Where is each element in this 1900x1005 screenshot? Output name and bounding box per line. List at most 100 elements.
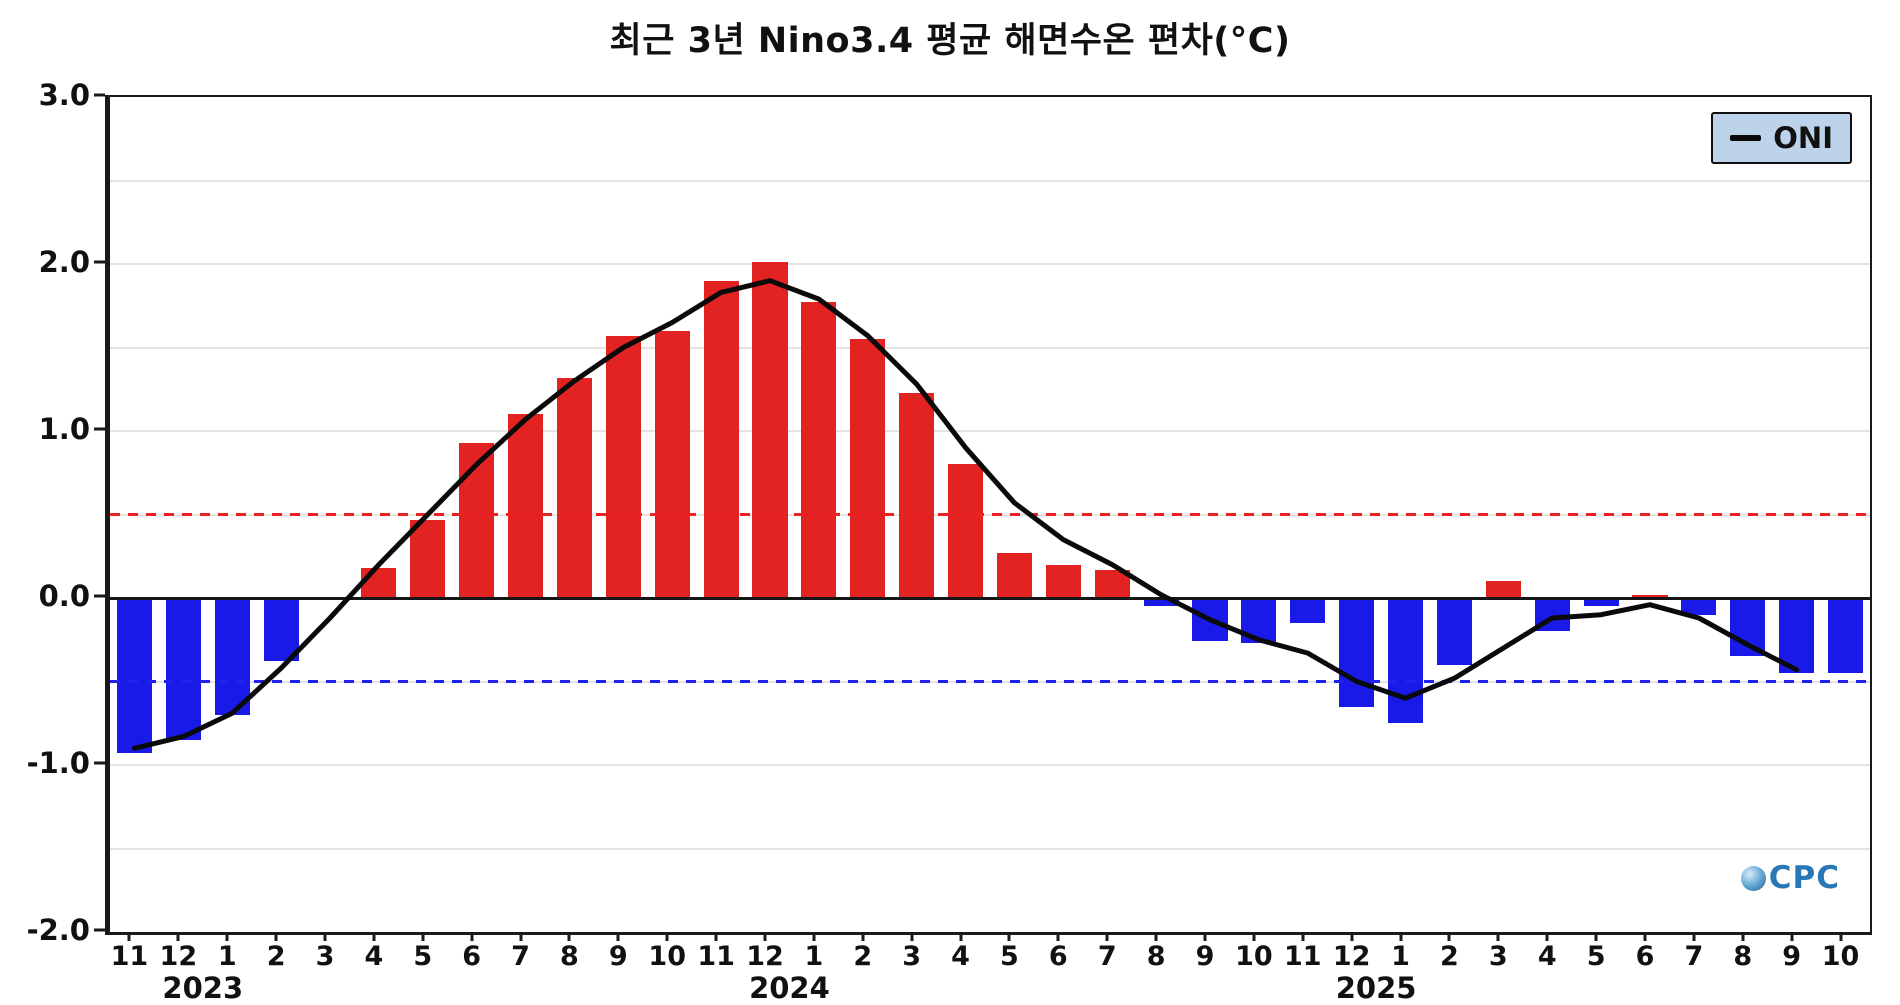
chart-title: 최근 3년 Nino3.4 평균 해면수온 편차(°C) <box>609 21 1291 61</box>
x-tick-mark <box>910 933 914 941</box>
bar-8 <box>1143 598 1179 607</box>
bar-2 <box>1436 598 1473 665</box>
bar-7 <box>507 414 544 598</box>
gridline <box>110 346 1870 349</box>
x-tick-mark <box>470 933 474 941</box>
bar-3 <box>899 392 935 598</box>
bar-11 <box>116 598 153 754</box>
x-tick-label: 7 <box>1097 941 1117 972</box>
y-tick-label: 3.0 <box>38 78 90 112</box>
year-label-2025: 2025 <box>1335 971 1417 1005</box>
x-tick-mark <box>1447 933 1451 941</box>
x-tick-mark <box>1154 933 1158 941</box>
y-tick-label: 2.0 <box>38 245 90 279</box>
x-tick-mark <box>1790 933 1794 941</box>
bar-6 <box>1632 594 1668 598</box>
x-tick-label: 5 <box>1000 941 1019 972</box>
gridline <box>110 430 1870 432</box>
legend-label: ONI <box>1773 121 1833 155</box>
bar-10 <box>1827 598 1864 674</box>
bar-11 <box>1290 598 1326 624</box>
bar-9 <box>1779 598 1815 674</box>
x-tick-label: 9 <box>1195 941 1215 972</box>
x-tick-mark <box>1301 933 1305 941</box>
bar-1 <box>214 598 250 715</box>
x-tick-mark <box>1692 933 1696 941</box>
y-tick-label: -2.0 <box>26 913 90 947</box>
legend-oni: ONI <box>1711 112 1852 164</box>
bar-7 <box>1681 598 1717 615</box>
bar-4 <box>947 464 984 598</box>
bar-1 <box>801 302 837 598</box>
x-tick-label: 1 <box>804 941 824 972</box>
gridline <box>110 764 1870 766</box>
x-tick-label: 12 <box>1332 941 1371 972</box>
oni-line-icon <box>1730 135 1762 141</box>
y-tick-mark <box>94 928 105 932</box>
x-tick-label: 2 <box>1440 941 1459 972</box>
x-tick-label: 8 <box>1146 941 1166 972</box>
x-tick-label: 8 <box>1733 941 1753 972</box>
y-tick-mark <box>94 594 105 598</box>
y-tick-label: 1.0 <box>38 412 90 446</box>
bar-11 <box>703 280 739 598</box>
plot-area <box>105 95 1872 935</box>
x-tick-label: 10 <box>648 941 687 972</box>
x-tick-label: 3 <box>315 941 335 972</box>
x-tick-label: 5 <box>413 941 433 972</box>
x-tick-label: 7 <box>511 941 530 972</box>
x-tick-label: 12 <box>159 941 198 972</box>
y-tick-label: -1.0 <box>26 746 90 780</box>
bar-4 <box>361 567 397 598</box>
x-tick-label: 4 <box>364 941 384 972</box>
x-tick-mark <box>421 933 425 941</box>
bar-12 <box>752 262 788 598</box>
x-tick-mark <box>959 933 963 941</box>
bar-2 <box>850 339 886 598</box>
year-label-2023: 2023 <box>162 971 244 1005</box>
x-tick-mark <box>372 933 376 941</box>
x-tick-mark <box>1643 933 1647 941</box>
bar-5 <box>996 552 1033 598</box>
globe-icon <box>1740 865 1766 891</box>
x-tick-mark <box>1056 933 1060 941</box>
x-tick-label: 6 <box>1635 941 1655 972</box>
bar-6 <box>459 442 495 598</box>
y-tick-mark <box>94 260 105 264</box>
oni-line <box>131 278 1800 751</box>
x-tick-mark <box>127 933 131 941</box>
zero-baseline <box>110 596 1870 600</box>
x-tick-label: 9 <box>608 941 628 972</box>
x-tick-mark <box>1350 933 1354 941</box>
x-tick-mark <box>861 933 865 941</box>
gridline <box>110 263 1870 265</box>
y-tick-label: 0.0 <box>38 579 90 613</box>
x-tick-mark <box>665 933 669 941</box>
x-tick-mark <box>1399 933 1403 941</box>
bar-8 <box>556 377 593 598</box>
bar-6 <box>1045 564 1081 598</box>
x-tick-label: 6 <box>1048 941 1068 972</box>
x-tick-mark <box>176 933 180 941</box>
x-tick-label: 10 <box>1821 941 1860 972</box>
bar-12 <box>1339 598 1375 707</box>
x-tick-mark <box>1496 933 1500 941</box>
x-tick-label: 1 <box>217 941 237 972</box>
x-tick-mark <box>1741 933 1745 941</box>
x-tick-mark <box>274 933 278 941</box>
x-tick-label: 5 <box>1586 941 1606 972</box>
x-tick-mark <box>519 933 523 941</box>
x-tick-label: 10 <box>1235 941 1273 972</box>
bar-1 <box>1387 598 1424 724</box>
gridline <box>110 847 1870 850</box>
x-tick-mark <box>1203 933 1207 941</box>
x-tick-label: 2 <box>853 941 873 972</box>
x-tick-mark <box>1594 933 1598 941</box>
x-tick-label: 6 <box>462 941 482 972</box>
y-tick-mark <box>94 761 105 765</box>
y-tick-mark <box>94 93 105 97</box>
x-tick-mark <box>323 933 327 941</box>
x-tick-mark <box>763 933 767 941</box>
x-tick-label: 7 <box>1684 941 1704 972</box>
x-tick-mark <box>812 933 816 941</box>
